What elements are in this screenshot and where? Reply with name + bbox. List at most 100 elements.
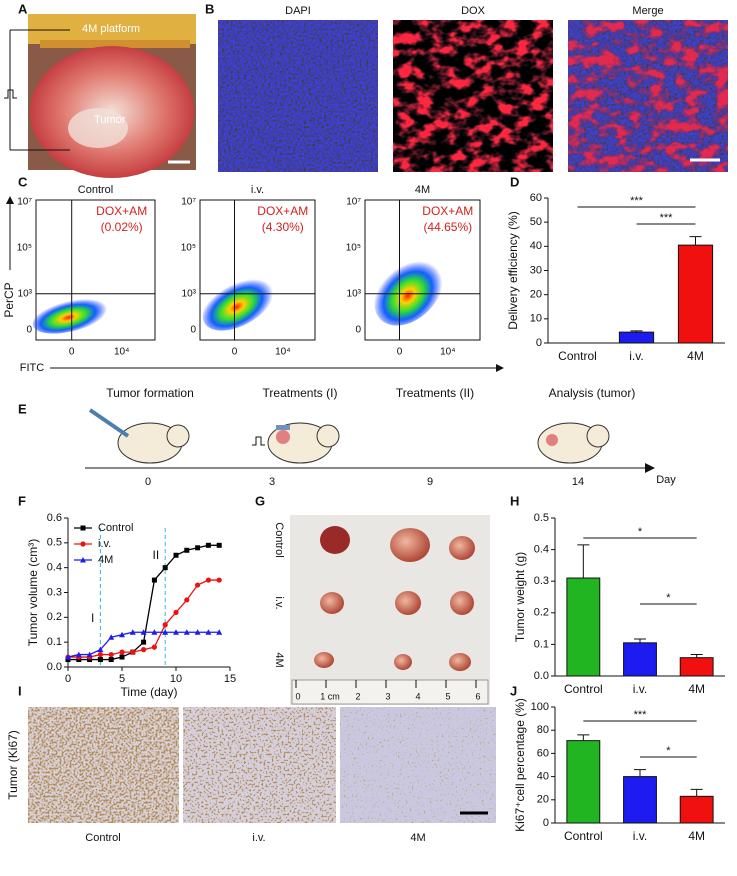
photo-g: Control i.v. 4M 0 1 cm 2 3 4 5 6 — [273, 515, 490, 705]
point — [97, 651, 103, 658]
row-label: 4M — [273, 652, 285, 667]
y-tick-label: 40 — [530, 240, 542, 252]
day-label: 9 — [427, 476, 433, 488]
y-tick-label: 40 — [537, 771, 549, 783]
y-tick-label: 10 — [530, 313, 542, 325]
ruler-label: 4 — [415, 691, 420, 701]
y-tick-label: 10³ — [182, 288, 197, 299]
y-tick-label: 0.5 — [534, 512, 549, 524]
significance: *** — [660, 212, 674, 224]
label: Tumor — [94, 114, 126, 126]
point — [108, 651, 114, 658]
bar — [677, 244, 714, 344]
y-tick-label: 0.6 — [47, 512, 62, 524]
error-bar — [634, 638, 646, 643]
significance: *** — [634, 709, 648, 721]
day-label: 0 — [145, 476, 151, 488]
day-label: 14 — [572, 476, 584, 488]
y-tick-label: 60 — [530, 192, 542, 204]
point — [65, 654, 71, 660]
y-tick-label: 10³ — [347, 288, 362, 299]
event-label: Treatments (I) — [263, 386, 338, 400]
panel-label: C — [18, 174, 28, 189]
axis-arrow — [496, 364, 504, 372]
y-tick-label: 0.2 — [47, 611, 62, 623]
bar — [566, 577, 601, 677]
point — [108, 634, 115, 640]
y-tick-label: 0.4 — [47, 562, 62, 574]
point — [119, 649, 125, 655]
y-tick-label: 0 — [355, 325, 361, 336]
gate-label: DOX+AM — [96, 204, 147, 218]
axis-label: Day — [656, 474, 676, 486]
panel-label: A — [18, 1, 28, 16]
gate-label: DOX+AM — [422, 204, 473, 218]
x-tick-label: Control — [564, 829, 603, 843]
plot-title: i.v. — [251, 184, 264, 196]
channel-label: DOX — [461, 5, 486, 17]
y-tick-label: 0.3 — [534, 575, 549, 587]
ruler-label: 2 — [355, 691, 360, 701]
point — [141, 639, 147, 645]
y-tick-label: 10⁵ — [17, 243, 32, 254]
plot-title: Control — [78, 184, 113, 196]
y-tick-label: 10⁵ — [181, 243, 196, 254]
event-label: Analysis (tumor) — [549, 386, 636, 400]
ruler-label: 5 — [445, 691, 450, 701]
point — [129, 629, 136, 635]
point — [195, 582, 201, 588]
significance: * — [638, 526, 643, 538]
bar — [566, 740, 601, 824]
x-tick-label: 10⁴ — [440, 347, 455, 358]
y-axis-title: Tumor volume (cm³) — [26, 539, 40, 647]
error-bar — [577, 734, 590, 741]
day-label: 3 — [269, 476, 275, 488]
point — [216, 629, 223, 635]
gate-percent: (44.65%) — [423, 220, 472, 234]
error-bar — [690, 788, 703, 797]
panel-label: G — [255, 493, 265, 508]
event-label: Tumor formation — [106, 386, 194, 400]
row-label: Control — [273, 522, 285, 557]
point — [194, 629, 201, 635]
panel-label: B — [205, 1, 214, 16]
x-tick-label: Control — [564, 682, 603, 696]
x-tick-label: 4M — [688, 682, 705, 696]
channel-label: DAPI — [285, 5, 311, 17]
point — [216, 577, 222, 583]
x-tick-label: 5 — [119, 673, 125, 685]
y-tick-label: 0 — [26, 325, 32, 336]
timeline: Tumor formation Treatments (I) Treatment… — [85, 386, 676, 488]
x-tick-label: 0 — [397, 347, 403, 358]
row-label: i.v. — [273, 596, 285, 609]
gate-percent: (4.30%) — [262, 220, 304, 234]
x-tick-label: i.v. — [633, 682, 647, 696]
y-tick-label: 10⁷ — [181, 197, 196, 208]
point — [162, 629, 169, 635]
bar — [679, 657, 714, 677]
x-tick-label: 10 — [170, 673, 182, 685]
error-bar — [630, 330, 643, 333]
bar — [679, 795, 714, 824]
y-axis-title: Ki67⁺cell percentage (%) — [513, 698, 527, 832]
ruler-label: 0 — [295, 691, 300, 701]
x-tick-label: Control — [558, 349, 597, 363]
point — [162, 565, 168, 571]
y-tick-label: 0 — [190, 325, 196, 336]
ihc: Tumor (Ki67) Control i.v. 4M — [6, 707, 496, 844]
channel-label: Merge — [632, 5, 663, 17]
treatment-label: I — [91, 611, 94, 625]
label: 4M platform — [82, 23, 140, 35]
legend-marker — [80, 541, 86, 547]
photo-a: 4M platform Tumor — [4, 14, 196, 178]
axis-arrow — [6, 196, 14, 204]
density — [202, 275, 276, 331]
mouse — [88, 408, 190, 464]
error-bar — [577, 544, 590, 579]
plot-title: 4M — [415, 184, 430, 196]
bar — [623, 642, 657, 677]
y-axis-title: Tumor weight (g) — [513, 552, 527, 642]
y-tick-label: 0.0 — [534, 670, 549, 682]
y-tick-label: 100 — [531, 701, 549, 713]
y-tick-label: 20 — [530, 289, 542, 301]
